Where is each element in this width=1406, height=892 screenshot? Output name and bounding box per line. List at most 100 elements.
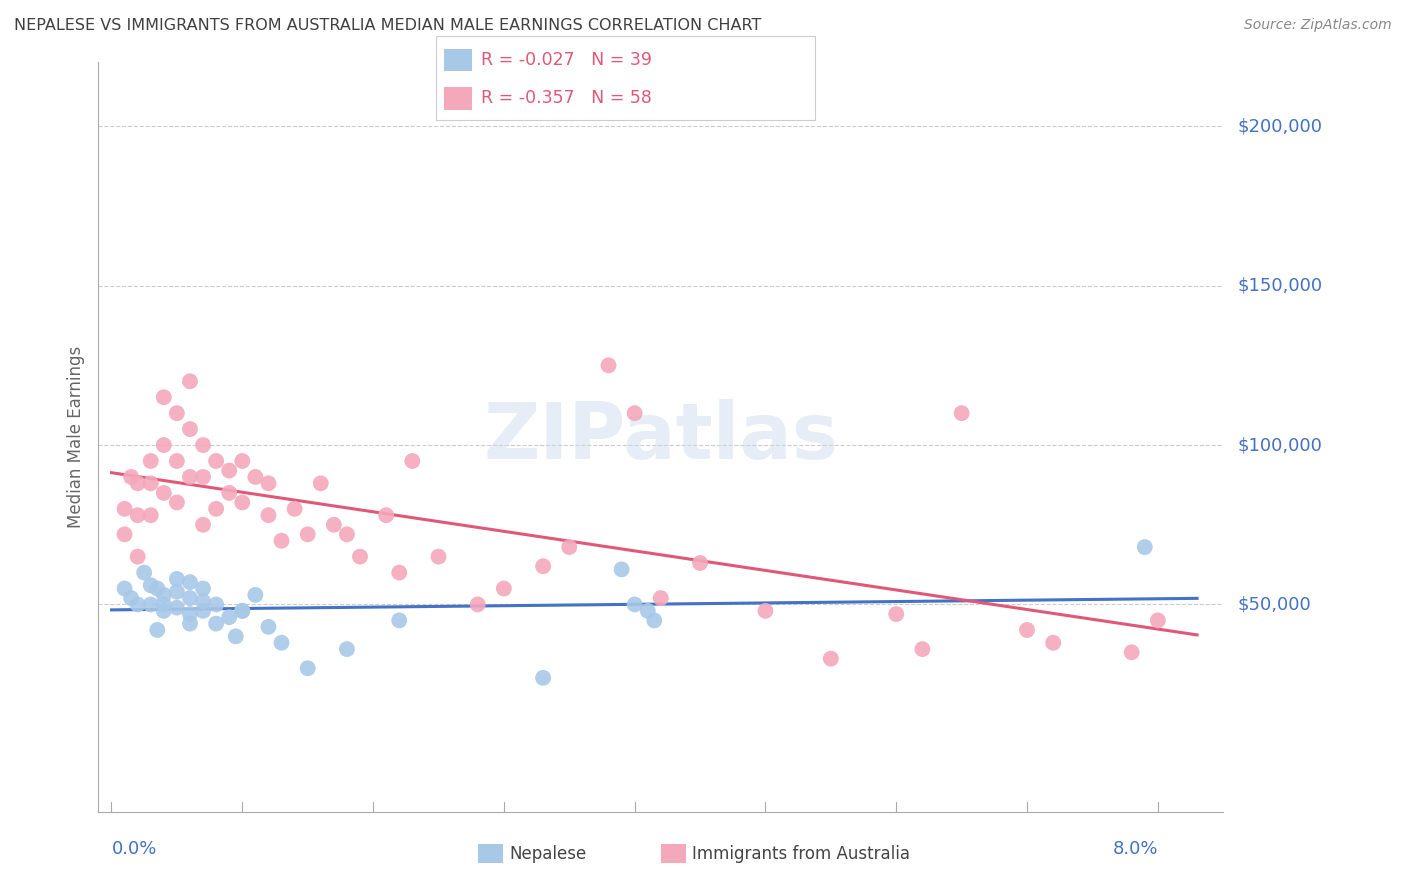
Point (139, 476, 162, 491)
Point (205, 598, 228, 612)
Point (166, 406, 188, 420)
Point (153, 588, 176, 602)
Text: 0.0%: 0.0% (111, 840, 157, 858)
Point (153, 486, 176, 500)
Point (610, 562, 633, 576)
Point (1133, 540, 1156, 554)
Point (179, 607, 201, 621)
Point (127, 598, 149, 612)
Text: $150,000: $150,000 (1237, 277, 1322, 294)
Point (166, 572, 188, 586)
Point (127, 508, 149, 523)
Point (153, 438, 176, 452)
Point (225, 629, 247, 643)
Point (637, 604, 659, 618)
Point (270, 636, 292, 650)
Point (153, 390, 176, 404)
Point (179, 616, 201, 631)
Y-axis label: Median Male Earnings: Median Male Earnings (66, 346, 84, 528)
Point (134, 566, 156, 580)
Point (1042, 636, 1064, 650)
Point (218, 610, 240, 624)
Point (205, 501, 228, 516)
Text: Nepalese: Nepalese (509, 845, 586, 863)
Point (139, 454, 162, 468)
Point (643, 614, 665, 628)
Text: Source: ZipAtlas.com: Source: ZipAtlas.com (1244, 18, 1392, 32)
Point (205, 454, 228, 468)
Point (139, 578, 162, 592)
Point (179, 422, 201, 436)
Point (146, 582, 169, 596)
Point (191, 438, 214, 452)
Point (166, 600, 188, 615)
Point (336, 527, 359, 541)
Point (257, 476, 280, 491)
Point (1015, 623, 1038, 637)
Point (191, 517, 214, 532)
Point (820, 651, 842, 665)
Point (623, 598, 645, 612)
Point (205, 616, 228, 631)
Point (179, 374, 201, 388)
Point (127, 549, 149, 564)
Point (1146, 614, 1168, 628)
Point (884, 607, 907, 621)
Point (284, 501, 307, 516)
Point (120, 591, 142, 606)
Point (245, 470, 267, 484)
Point (689, 556, 711, 570)
Point (231, 454, 253, 468)
Point (114, 501, 136, 516)
Point (153, 604, 176, 618)
Point (492, 582, 515, 596)
Point (218, 486, 240, 500)
Point (531, 671, 554, 685)
Point (375, 508, 398, 523)
Point (245, 588, 267, 602)
Point (309, 476, 332, 491)
Point (114, 582, 136, 596)
Text: R = -0.357   N = 58: R = -0.357 N = 58 (481, 89, 652, 107)
Point (139, 508, 162, 523)
Point (191, 470, 214, 484)
Point (166, 454, 188, 468)
Point (191, 604, 214, 618)
Point (1121, 645, 1143, 659)
Point (754, 604, 776, 618)
Point (166, 495, 188, 509)
Point (191, 594, 214, 608)
Point (231, 604, 253, 618)
Text: $100,000: $100,000 (1237, 436, 1322, 454)
Point (388, 614, 411, 628)
Point (558, 540, 581, 554)
Point (297, 527, 319, 541)
Point (257, 620, 280, 634)
Text: $200,000: $200,000 (1237, 117, 1322, 136)
Point (120, 470, 142, 484)
Text: NEPALESE VS IMMIGRANTS FROM AUSTRALIA MEDIAN MALE EARNINGS CORRELATION CHART: NEPALESE VS IMMIGRANTS FROM AUSTRALIA ME… (14, 18, 762, 33)
Text: R = -0.027   N = 39: R = -0.027 N = 39 (481, 51, 652, 69)
Point (166, 584, 188, 599)
Point (911, 642, 934, 657)
Point (179, 575, 201, 590)
Text: $50,000: $50,000 (1237, 596, 1310, 614)
Point (427, 549, 450, 564)
Point (297, 661, 319, 675)
Point (950, 406, 973, 420)
Text: Immigrants from Australia: Immigrants from Australia (692, 845, 910, 863)
Point (598, 359, 620, 373)
Point (218, 464, 240, 478)
Text: 8.0%: 8.0% (1112, 840, 1157, 858)
Point (467, 598, 489, 612)
Point (257, 508, 280, 523)
Point (322, 517, 344, 532)
Point (349, 549, 371, 564)
Point (650, 591, 672, 606)
Point (179, 470, 201, 484)
Point (401, 454, 423, 468)
Point (388, 566, 411, 580)
Point (114, 527, 136, 541)
Point (270, 533, 292, 548)
Point (623, 406, 645, 420)
